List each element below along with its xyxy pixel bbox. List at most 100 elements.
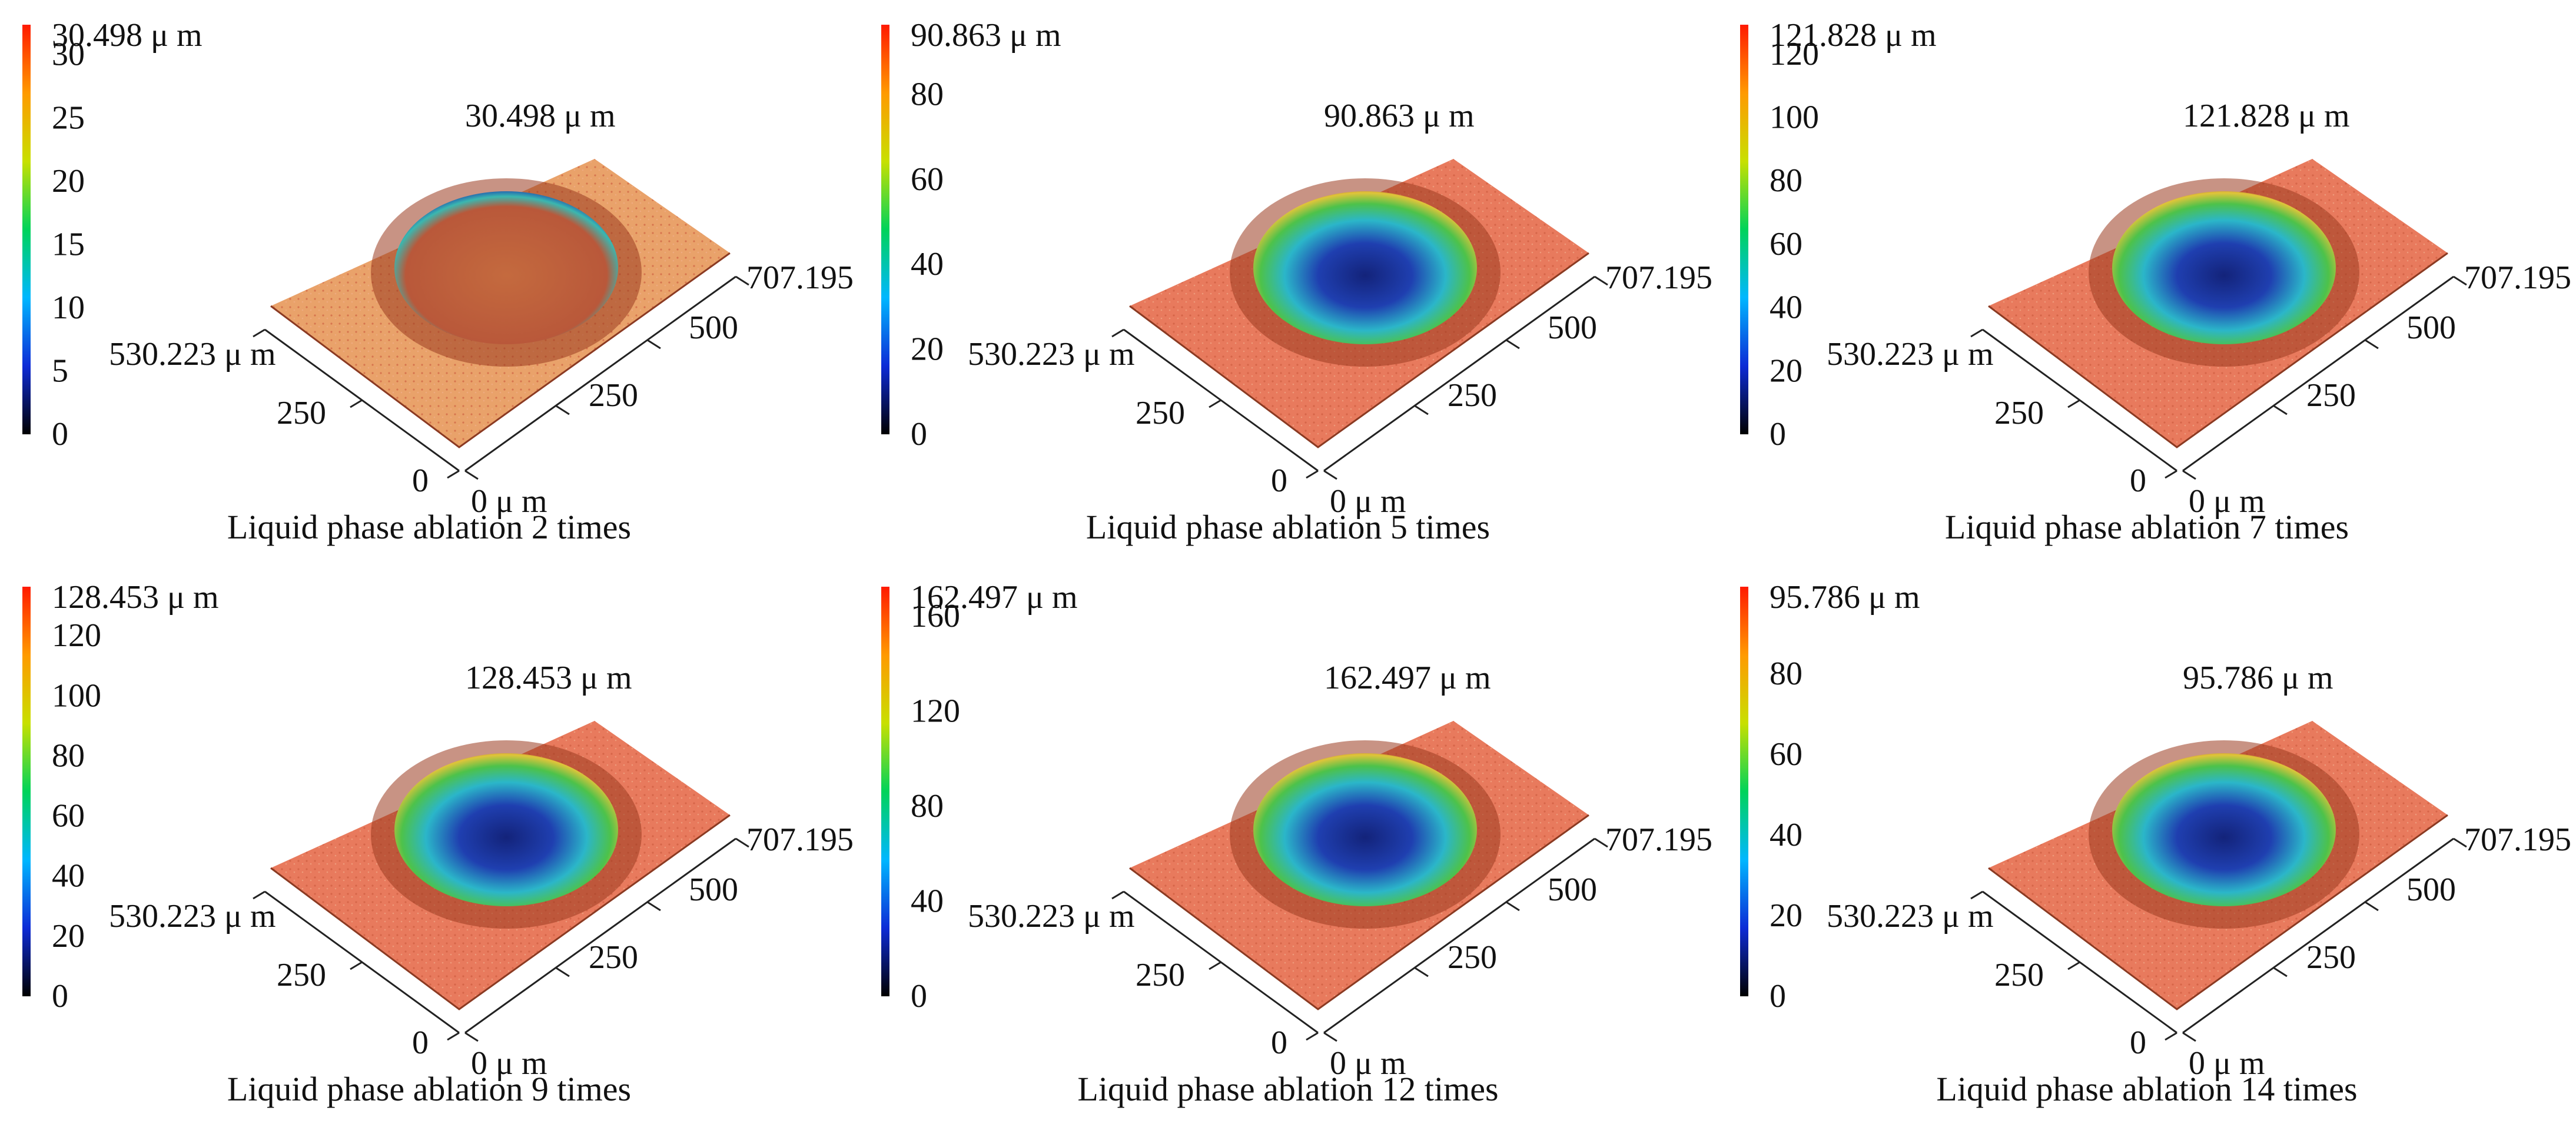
colorbar-tick: 5 <box>52 353 68 389</box>
panel-ablation-3: 121.828 μ m 120 100 80 60 40 20 0 121.828 μ m 500… <box>1718 0 2576 562</box>
colorbar-tick: 40 <box>911 246 944 282</box>
colorbar-tick: 60 <box>911 161 944 198</box>
y-tick-mark <box>350 399 363 408</box>
y-tick-mark <box>2165 1032 2177 1041</box>
colorbar-tick: 0 <box>1770 978 1786 1015</box>
y-extent-label: 530.223 μ m <box>968 898 1135 935</box>
x-extent-label: 707.195 <box>746 822 854 858</box>
colorbar-max-label: 162.497 μ m <box>911 579 1078 616</box>
y-extent-label: 530.223 μ m <box>1827 336 1994 373</box>
x-tick-label: 0 μ m <box>2189 1045 2265 1082</box>
colorbar-tick: 0 <box>52 978 68 1015</box>
x-tick-mark <box>1415 967 1429 977</box>
x-tick-label: 0 μ m <box>471 1045 547 1082</box>
x-tick-mark <box>1506 901 1520 912</box>
colorbar-tick: 100 <box>1770 99 1819 136</box>
x-tick-mark <box>464 1032 479 1042</box>
y-tick-mark <box>1970 890 1983 900</box>
x-tick-mark <box>2273 405 2288 415</box>
x-extent-label: 707.195 <box>746 260 854 296</box>
y-tick-label: 250 <box>1994 395 2044 431</box>
colorbar-tick: 60 <box>1770 226 1802 262</box>
y-tick-mark <box>253 328 265 338</box>
x-tick-label: 250 <box>1448 377 1497 414</box>
x-tick-mark <box>2365 339 2379 350</box>
panel-caption: Liquid phase ablation 9 times <box>227 1070 632 1108</box>
y-tick-label: 0 <box>1271 463 1287 499</box>
x-axis <box>2182 275 2454 472</box>
ablation-crater <box>1253 191 1477 344</box>
colorbar-tick: 40 <box>1770 817 1802 853</box>
x-tick-label: 500 <box>689 872 738 908</box>
colorbar-max-label: 90.863 μ m <box>911 17 1061 54</box>
y-tick-mark <box>1209 961 1221 970</box>
ablation-crater <box>1253 753 1477 906</box>
height-max-label: 90.863 μ m <box>1324 98 1475 134</box>
colorbar <box>22 25 31 434</box>
panel-ablation-4: 128.453 μ m 120 100 80 60 40 20 0 128.453 μ m 500… <box>0 562 858 1124</box>
y-tick-label: 250 <box>1136 957 1185 993</box>
colorbar-max-label: 95.786 μ m <box>1770 579 1920 616</box>
y-tick-mark <box>2067 961 2080 970</box>
colorbar-tick: 20 <box>52 163 85 199</box>
panel-caption: Liquid phase ablation 14 times <box>1936 1070 2358 1108</box>
y-tick-label: 0 <box>1271 1025 1287 1061</box>
x-tick-mark <box>2182 1032 2196 1042</box>
x-tick-label: 500 <box>2406 872 2456 908</box>
panel-caption: Liquid phase ablation 7 times <box>1944 508 2349 546</box>
y-tick-mark <box>1111 890 1124 900</box>
y-tick-label: 250 <box>277 957 326 993</box>
y-tick-mark <box>1970 328 1983 338</box>
x-tick-mark <box>647 339 661 350</box>
x-axis <box>464 275 736 472</box>
height-max-label: 121.828 μ m <box>2183 98 2350 134</box>
panel-ablation-1: 30.498 μ m 30 25 20 15 10 5 0 30.498 μ m 500 250 0 … <box>0 0 858 562</box>
colorbar-tick: 0 <box>911 978 927 1015</box>
colorbar-tick: 160 <box>911 598 960 634</box>
y-tick-mark <box>350 961 363 970</box>
x-tick-label: 250 <box>2306 939 2356 976</box>
x-axis <box>1323 275 1595 472</box>
x-tick-mark <box>1323 470 1337 480</box>
colorbar <box>22 587 31 996</box>
y-tick-mark <box>1209 399 1221 408</box>
colorbar <box>881 25 889 434</box>
y-tick-mark <box>2067 399 2080 408</box>
colorbar-tick: 20 <box>911 331 944 368</box>
y-tick-mark <box>447 1032 460 1041</box>
ablation-crater <box>2112 191 2336 344</box>
x-tick-label: 500 <box>1548 310 1597 346</box>
x-tick-label: 0 μ m <box>2189 483 2265 520</box>
x-tick-label: 250 <box>2306 377 2356 414</box>
x-extent-label: 707.195 <box>1605 822 1712 858</box>
x-extent-label: 707.195 <box>2464 822 2571 858</box>
colorbar-tick: 10 <box>52 290 85 326</box>
x-axis <box>464 837 736 1034</box>
x-tick-mark <box>1506 339 1520 350</box>
height-max-label: 95.786 μ m <box>2183 660 2333 696</box>
colorbar <box>1740 25 1748 434</box>
panel-caption: Liquid phase ablation 12 times <box>1077 1070 1499 1108</box>
x-tick-label: 500 <box>689 310 738 346</box>
y-tick-label: 0 <box>2130 1025 2146 1061</box>
colorbar-tick: 20 <box>1770 897 1802 934</box>
y-tick-mark <box>1306 470 1319 479</box>
x-extent-label: 707.195 <box>2464 260 2571 296</box>
panel-caption: Liquid phase ablation 2 times <box>227 508 632 546</box>
colorbar-tick: 40 <box>1770 290 1802 326</box>
colorbar-tick: 40 <box>911 883 944 920</box>
x-tick-mark <box>2365 901 2379 912</box>
x-tick-label: 500 <box>1548 872 1597 908</box>
y-tick-mark <box>447 470 460 479</box>
x-tick-mark <box>647 901 661 912</box>
colorbar-tick: 80 <box>1770 656 1802 692</box>
height-max-label: 162.497 μ m <box>1324 660 1491 696</box>
colorbar-tick: 25 <box>52 99 85 136</box>
x-tick-label: 0 μ m <box>1330 483 1406 520</box>
y-tick-mark <box>1111 328 1124 338</box>
surface-plot: 95.786 μ m 80 60 40 20 0 95.786 μ m 500 250 0 μ m… <box>1740 579 2571 1082</box>
y-extent-label: 530.223 μ m <box>1827 898 1994 935</box>
x-tick-mark <box>556 405 570 415</box>
